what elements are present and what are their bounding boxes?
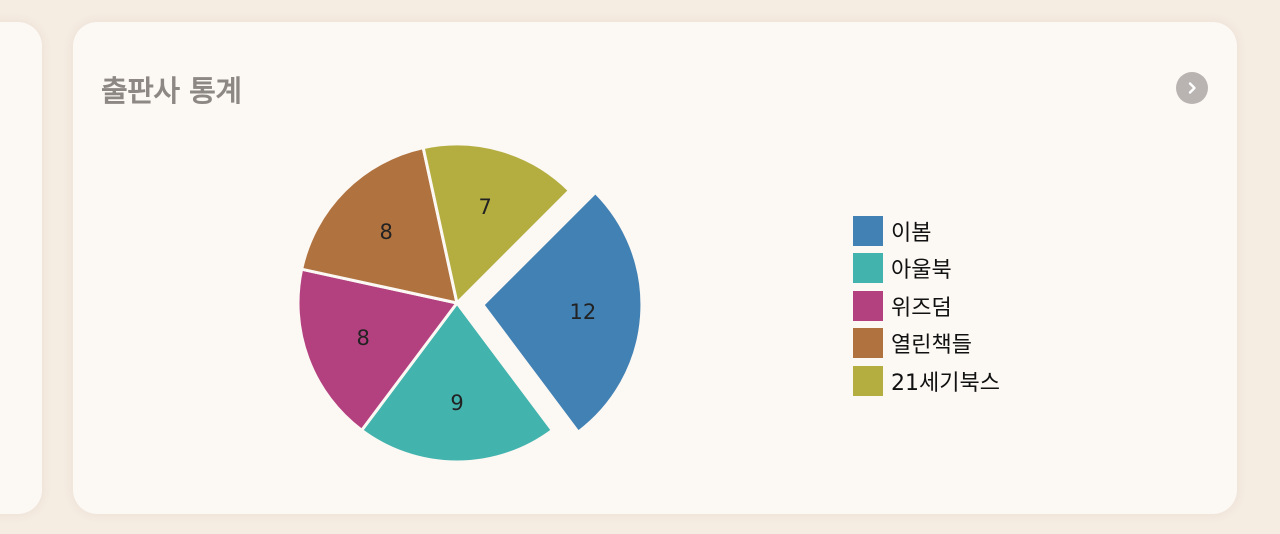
next-button[interactable] — [1176, 72, 1208, 104]
legend-label: 열린책들 — [891, 333, 972, 359]
pie-slice-value-label: 8 — [356, 326, 369, 350]
pie-slice-4 — [300, 146, 459, 305]
legend-item: 아울북 — [853, 250, 1000, 288]
legend-swatch — [853, 365, 883, 396]
card-title: 출판사 통계 — [101, 74, 242, 108]
legend-swatch — [853, 253, 883, 284]
legend-item: 위즈덤 — [853, 287, 1000, 325]
legend-item: 이봄 — [853, 212, 1000, 250]
legend-item: 21세기북스 — [853, 362, 1000, 400]
pie-slice-value-label: 9 — [450, 391, 463, 415]
pie-slice-3 — [296, 267, 459, 432]
legend-item: 열린책들 — [853, 325, 1000, 363]
legend-label: 위즈덤 — [891, 295, 952, 321]
legend-label: 이봄 — [891, 220, 932, 246]
legend-swatch — [853, 328, 883, 359]
pie-slice-value-label: 7 — [479, 195, 492, 219]
legend-swatch — [853, 215, 883, 246]
previous-card — [0, 22, 42, 514]
pie-slice-2 — [360, 301, 554, 464]
legend-swatch — [853, 290, 883, 321]
legend-label: 아울북 — [891, 258, 952, 284]
publisher-pie-chart: 12 9 8 8 7 — [296, 142, 644, 464]
pie-slice-1 — [481, 190, 644, 434]
legend-label: 21세기북스 — [891, 370, 1000, 396]
chevron-right-icon — [1188, 82, 1196, 94]
pie-slice-value-label: 8 — [379, 220, 392, 244]
pie-slice-5 — [421, 142, 571, 305]
pie-slice-value-label: 12 — [569, 300, 596, 324]
